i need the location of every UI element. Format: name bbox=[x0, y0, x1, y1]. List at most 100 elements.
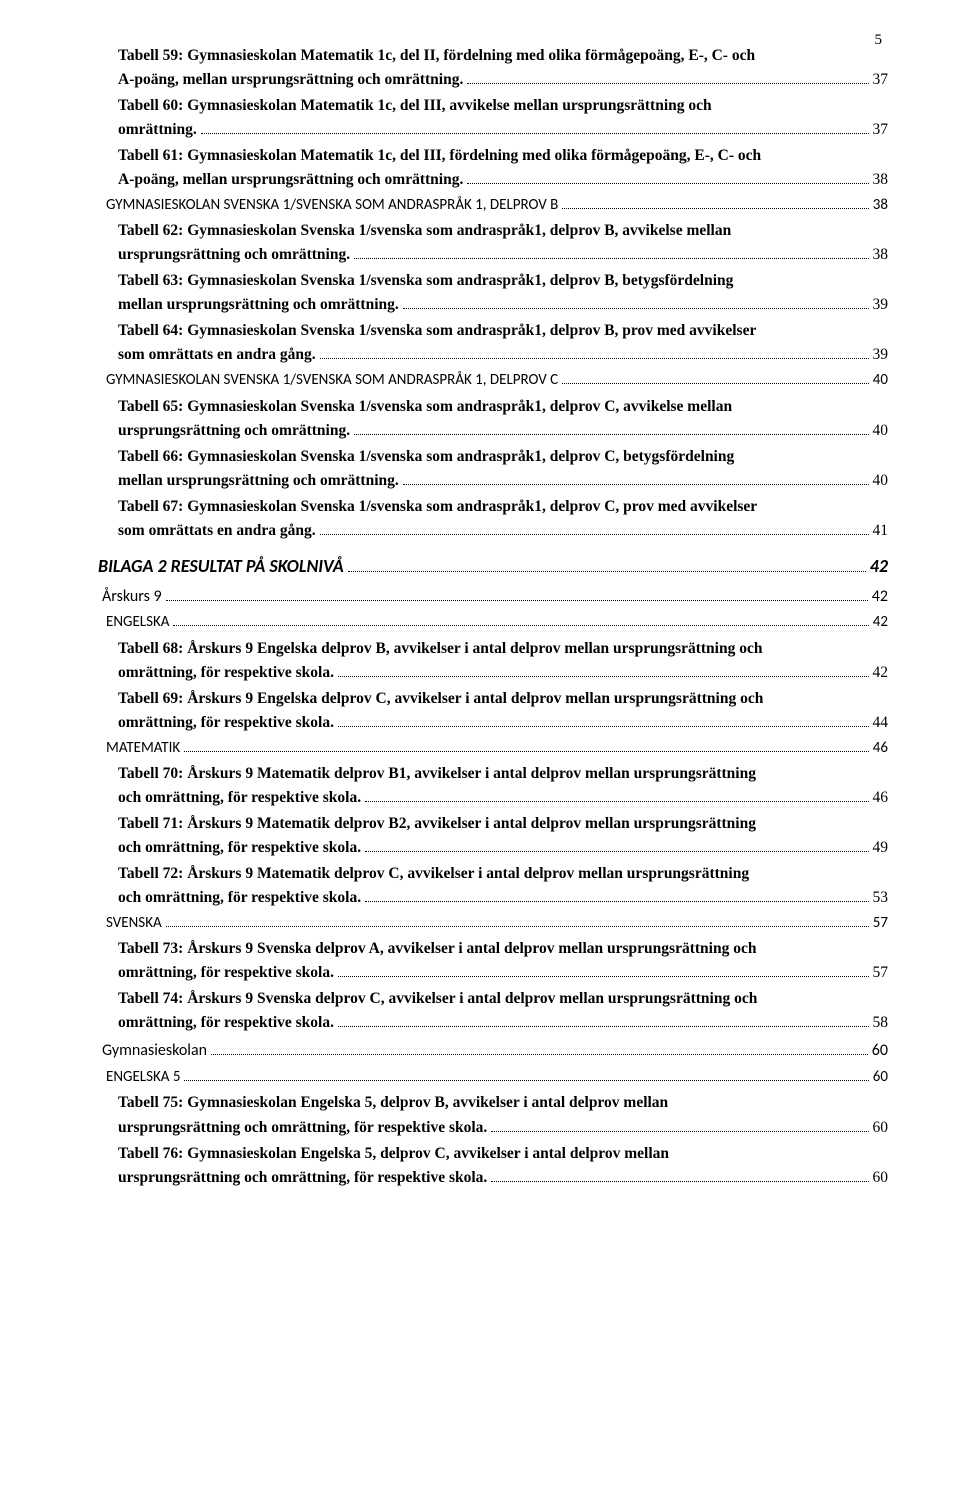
toc-entry-text: Tabell 76: Gymnasieskolan Engelska 5, de… bbox=[118, 1142, 888, 1166]
toc-item: Tabell 70: Årskurs 9 Matematik delprov B… bbox=[118, 762, 888, 810]
toc-item: Tabell 74: Årskurs 9 Svenska delprov C, … bbox=[118, 987, 888, 1035]
toc-line: omrättning, för respektive skola.57 bbox=[118, 961, 888, 985]
toc-page-number: 38 bbox=[873, 194, 888, 217]
toc-leader-dots bbox=[365, 900, 868, 902]
toc-line: Årskurs 9 42 bbox=[102, 585, 888, 610]
toc-page-number: 42 bbox=[870, 553, 888, 581]
table-of-contents: Tabell 59: Gymnasieskolan Matematik 1c, … bbox=[98, 44, 888, 1190]
toc-entry-text: som omrättats en andra gång. bbox=[118, 343, 316, 367]
toc-leader-dots bbox=[338, 1025, 869, 1027]
toc-entry-text: GYMNASIESKOLAN SVENSKA 1/SVENSKA SOM AND… bbox=[106, 194, 558, 217]
toc-line: omrättning, för respektive skola.44 bbox=[118, 711, 888, 735]
toc-leader-dots bbox=[562, 207, 868, 209]
toc-item: Tabell 65: Gymnasieskolan Svenska 1/sven… bbox=[118, 395, 888, 443]
toc-entry-text: Tabell 62: Gymnasieskolan Svenska 1/sven… bbox=[118, 219, 888, 243]
toc-item: Tabell 63: Gymnasieskolan Svenska 1/sven… bbox=[118, 269, 888, 317]
toc-entry-text: A-poäng, mellan ursprungsrättning och om… bbox=[118, 68, 463, 92]
toc-entry-text: Tabell 69: Årskurs 9 Engelska delprov C,… bbox=[118, 687, 888, 711]
toc-entry-text: ursprungsrättning och omrättning. bbox=[118, 243, 350, 267]
toc-line: mellan ursprungsrättning och omrättning.… bbox=[118, 469, 888, 493]
toc-entry-text: Tabell 65: Gymnasieskolan Svenska 1/sven… bbox=[118, 395, 888, 419]
toc-line: Gymnasieskolan 60 bbox=[102, 1039, 888, 1064]
toc-entry-text: BILAGA 2 RESULTAT PÅ SKOLNIVÅ bbox=[98, 553, 344, 581]
toc-entry-text: och omrättning, för respektive skola. bbox=[118, 836, 361, 860]
toc-line: BILAGA 2 RESULTAT PÅ SKOLNIVÅ 42 bbox=[98, 553, 888, 581]
toc-page-number: 42 bbox=[872, 585, 888, 610]
toc-item: Tabell 62: Gymnasieskolan Svenska 1/sven… bbox=[118, 219, 888, 267]
toc-entry-text: omrättning, för respektive skola. bbox=[118, 1011, 334, 1035]
toc-page-number: 60 bbox=[872, 1039, 888, 1064]
toc-item: BILAGA 2 RESULTAT PÅ SKOLNIVÅ 42 bbox=[98, 553, 888, 581]
toc-entry-text: Tabell 66: Gymnasieskolan Svenska 1/sven… bbox=[118, 445, 888, 469]
toc-page-number: 58 bbox=[873, 1011, 889, 1035]
toc-line: A-poäng, mellan ursprungsrättning och om… bbox=[118, 168, 888, 192]
toc-leader-dots bbox=[211, 1053, 868, 1055]
toc-entry-text: Tabell 63: Gymnasieskolan Svenska 1/sven… bbox=[118, 269, 888, 293]
toc-leader-dots bbox=[365, 800, 868, 802]
toc-entry-text: Gymnasieskolan bbox=[102, 1039, 207, 1064]
toc-entry-text: Tabell 73: Årskurs 9 Svenska delprov A, … bbox=[118, 937, 888, 961]
toc-page-number: 49 bbox=[873, 836, 889, 860]
toc-entry-text: och omrättning, för respektive skola. bbox=[118, 786, 361, 810]
toc-line: SVENSKA57 bbox=[106, 912, 888, 935]
toc-leader-dots bbox=[354, 257, 868, 259]
toc-entry-text: Tabell 64: Gymnasieskolan Svenska 1/sven… bbox=[118, 319, 888, 343]
toc-entry-text: mellan ursprungsrättning och omrättning. bbox=[118, 469, 399, 493]
toc-leader-dots bbox=[201, 132, 869, 134]
toc-page-number: 37 bbox=[873, 68, 889, 92]
toc-page-number: 42 bbox=[873, 661, 889, 685]
toc-item: Tabell 64: Gymnasieskolan Svenska 1/sven… bbox=[118, 319, 888, 367]
toc-entry-text: och omrättning, för respektive skola. bbox=[118, 886, 361, 910]
toc-item: Tabell 59: Gymnasieskolan Matematik 1c, … bbox=[118, 44, 888, 92]
toc-leader-dots bbox=[320, 533, 869, 535]
toc-line: som omrättats en andra gång.39 bbox=[118, 343, 888, 367]
toc-item: Tabell 61: Gymnasieskolan Matematik 1c, … bbox=[118, 144, 888, 192]
toc-item: GYMNASIESKOLAN SVENSKA 1/SVENSKA SOM AND… bbox=[106, 194, 888, 217]
toc-page-number: 41 bbox=[873, 519, 889, 543]
toc-page-number: 38 bbox=[873, 243, 889, 267]
toc-item: Tabell 66: Gymnasieskolan Svenska 1/sven… bbox=[118, 445, 888, 493]
toc-leader-dots bbox=[491, 1130, 868, 1132]
toc-leader-dots bbox=[338, 725, 869, 727]
toc-line: A-poäng, mellan ursprungsrättning och om… bbox=[118, 68, 888, 92]
toc-leader-dots bbox=[365, 850, 868, 852]
toc-entry-text: Årskurs 9 bbox=[102, 585, 162, 610]
toc-leader-dots bbox=[184, 1079, 868, 1081]
toc-line: omrättning.37 bbox=[118, 118, 888, 142]
toc-entry-text: ursprungsrättning och omrättning, för re… bbox=[118, 1166, 487, 1190]
toc-page-number: 46 bbox=[873, 786, 889, 810]
toc-line: och omrättning, för respektive skola. 49 bbox=[118, 836, 888, 860]
toc-leader-dots bbox=[338, 975, 869, 977]
toc-leader-dots bbox=[354, 433, 868, 435]
toc-page-number: 60 bbox=[873, 1166, 889, 1190]
toc-entry-text: Tabell 74: Årskurs 9 Svenska delprov C, … bbox=[118, 987, 888, 1011]
toc-item: Tabell 69: Årskurs 9 Engelska delprov C,… bbox=[118, 687, 888, 735]
toc-leader-dots bbox=[166, 599, 868, 601]
toc-page-number: 60 bbox=[873, 1066, 888, 1089]
toc-entry-text: Tabell 60: Gymnasieskolan Matematik 1c, … bbox=[118, 94, 888, 118]
toc-leader-dots bbox=[467, 82, 868, 84]
toc-line: GYMNASIESKOLAN SVENSKA 1/SVENSKA SOM AND… bbox=[106, 369, 888, 392]
toc-entry-text: ursprungsrättning och omrättning. bbox=[118, 419, 350, 443]
toc-entry-text: Tabell 70: Årskurs 9 Matematik delprov B… bbox=[118, 762, 888, 786]
toc-item: Tabell 67: Gymnasieskolan Svenska 1/sven… bbox=[118, 495, 888, 543]
toc-leader-dots bbox=[348, 570, 866, 572]
toc-entry-text: Tabell 71: Årskurs 9 Matematik delprov B… bbox=[118, 812, 888, 836]
toc-line: GYMNASIESKOLAN SVENSKA 1/SVENSKA SOM AND… bbox=[106, 194, 888, 217]
document-page: 5 Tabell 59: Gymnasieskolan Matematik 1c… bbox=[0, 0, 960, 1495]
toc-line: och omrättning, för respektive skola.53 bbox=[118, 886, 888, 910]
toc-line: och omrättning, för respektive skola. 46 bbox=[118, 786, 888, 810]
toc-page-number: 37 bbox=[873, 118, 889, 142]
toc-entry-text: MATEMATIK bbox=[106, 737, 180, 760]
toc-item: ENGELSKA42 bbox=[106, 611, 888, 634]
toc-entry-text: som omrättats en andra gång. bbox=[118, 519, 316, 543]
toc-item: Tabell 68: Årskurs 9 Engelska delprov B,… bbox=[118, 637, 888, 685]
toc-line: omrättning, för respektive skola.42 bbox=[118, 661, 888, 685]
toc-entry-text: Tabell 72: Årskurs 9 Matematik delprov C… bbox=[118, 862, 888, 886]
toc-page-number: 40 bbox=[873, 469, 889, 493]
toc-entry-text: Tabell 68: Årskurs 9 Engelska delprov B,… bbox=[118, 637, 888, 661]
toc-entry-text: A-poäng, mellan ursprungsrättning och om… bbox=[118, 168, 463, 192]
toc-page-number: 44 bbox=[873, 711, 889, 735]
toc-item: GYMNASIESKOLAN SVENSKA 1/SVENSKA SOM AND… bbox=[106, 369, 888, 392]
toc-line: som omrättats en andra gång. 41 bbox=[118, 519, 888, 543]
